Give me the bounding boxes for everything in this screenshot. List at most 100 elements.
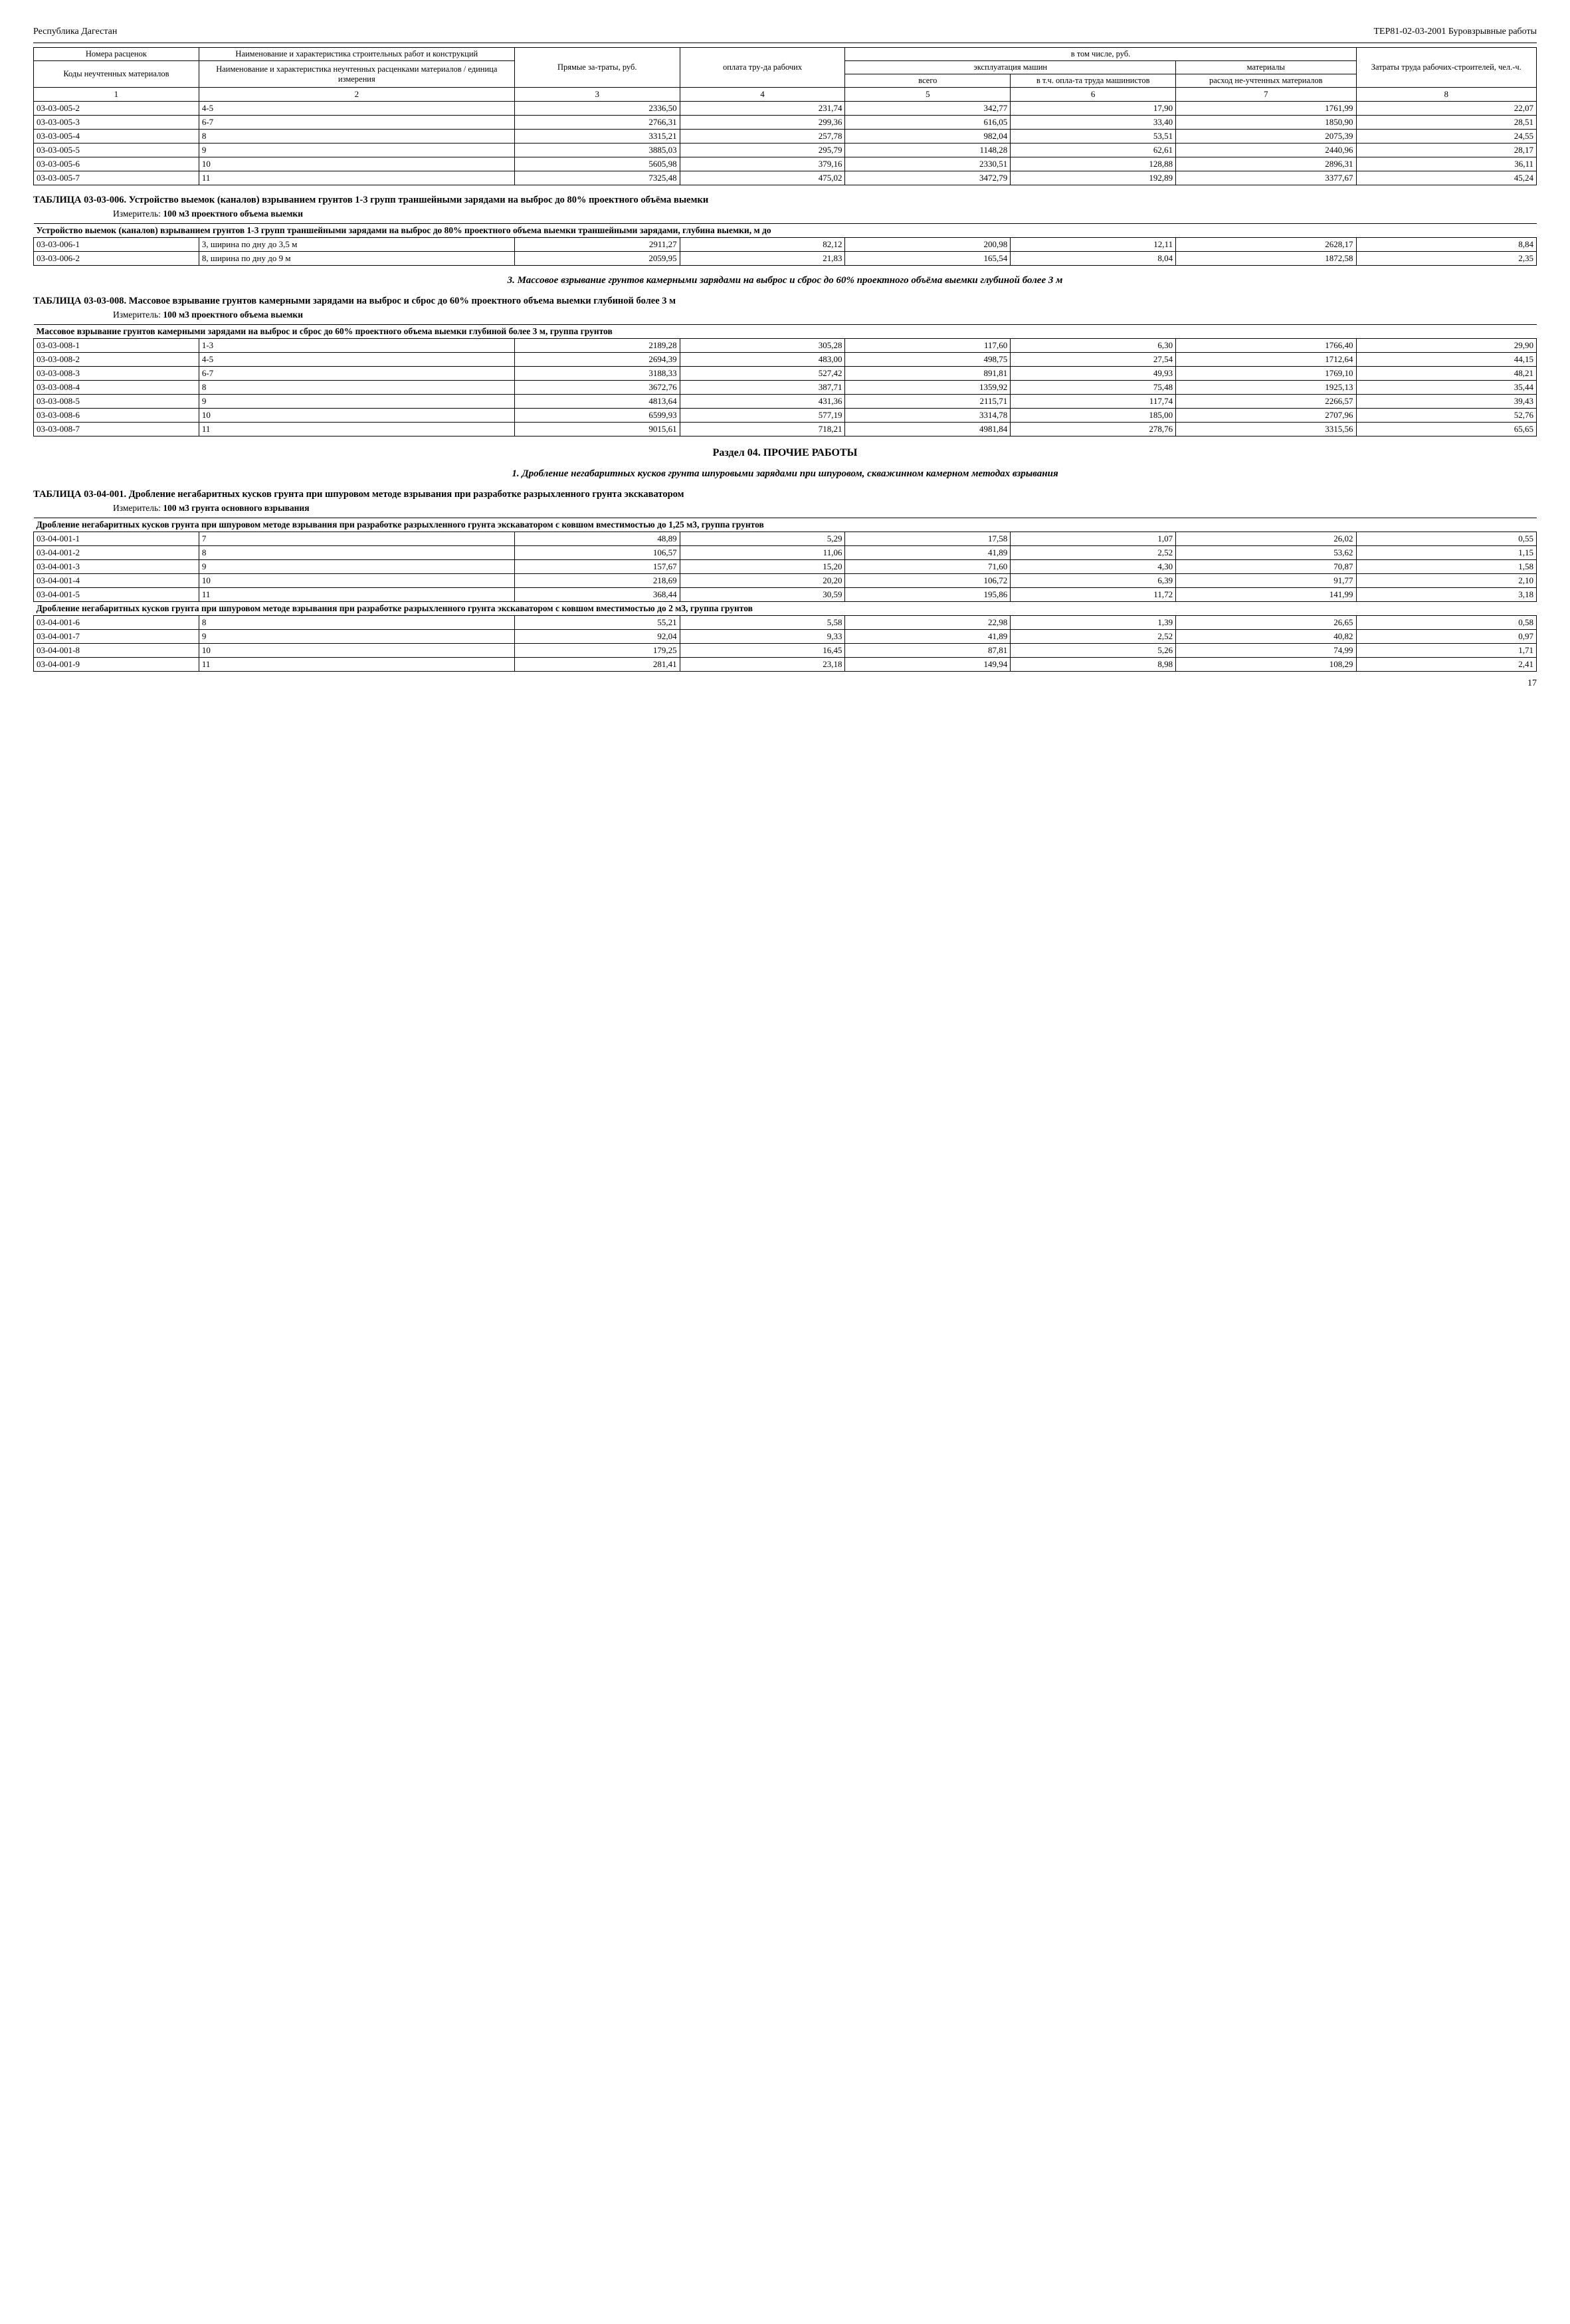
table-row: 03-03-005-593885,03295,791148,2862,61244… [34, 144, 1537, 157]
c6-cell: 49,93 [1011, 367, 1176, 381]
desc-cell: 8 [199, 381, 514, 395]
c6-cell: 75,48 [1011, 381, 1176, 395]
c8-cell: 2,35 [1356, 252, 1536, 266]
c4-cell: 379,16 [680, 157, 845, 171]
c8-cell: 29,90 [1356, 339, 1536, 353]
code-cell: 03-03-008-7 [34, 423, 199, 436]
c5-cell: 165,54 [845, 252, 1011, 266]
table-401-title: ТАБЛИЦА 03-04-001. Дробление негабаритны… [33, 489, 1537, 500]
code-cell: 03-03-008-6 [34, 409, 199, 423]
c7-cell: 2075,39 [1176, 130, 1356, 144]
c8-cell: 36,11 [1356, 157, 1536, 171]
t401-text: Дробление негабаритных кусков грунта при… [129, 489, 684, 500]
t006-subhead-row: Устройство выемок (каналов) взрыванием г… [34, 224, 1537, 238]
t006-measure: Измеритель: 100 м3 проектного объема вые… [113, 209, 1537, 219]
cn-2: 2 [199, 88, 514, 102]
c6-cell: 5,26 [1011, 644, 1176, 658]
desc-cell: 11 [199, 588, 514, 602]
c3-cell: 4813,64 [514, 395, 680, 409]
h-col2b: Наименование и характеристика неучтенных… [199, 61, 514, 88]
t401-subhead2-row: Дробление негабаритных кусков грунта при… [34, 602, 1537, 616]
code-cell: 03-04-001-7 [34, 630, 199, 644]
c5-cell: 891,81 [845, 367, 1011, 381]
table-row: 03-04-001-511368,4430,59195,8611,72141,9… [34, 588, 1537, 602]
c4-cell: 20,20 [680, 574, 845, 588]
c7-cell: 74,99 [1176, 644, 1356, 658]
table-row: 03-04-001-911281,4123,18149,948,98108,29… [34, 658, 1537, 672]
c3-cell: 2189,28 [514, 339, 680, 353]
c7-cell: 3377,67 [1176, 171, 1356, 185]
desc-cell: 1-3 [199, 339, 514, 353]
c6-cell: 1,07 [1011, 532, 1176, 546]
c6-cell: 53,51 [1011, 130, 1176, 144]
c3-cell: 2766,31 [514, 116, 680, 130]
table-row: 03-03-008-36-73188,33527,42891,8149,9317… [34, 367, 1537, 381]
c4-cell: 299,36 [680, 116, 845, 130]
c5-cell: 41,89 [845, 546, 1011, 560]
c6-cell: 192,89 [1011, 171, 1176, 185]
desc-cell: 4-5 [199, 102, 514, 116]
h-col7: расход не-учтенных материалов [1176, 74, 1356, 88]
t006-text: Устройство выемок (каналов) взрыванием г… [129, 195, 708, 205]
c7-cell: 1766,40 [1176, 339, 1356, 353]
head-row-1: Номера расценок Наименование и характери… [34, 48, 1537, 61]
c6-cell: 2,52 [1011, 546, 1176, 560]
c3-cell: 2059,95 [514, 252, 680, 266]
code-cell: 03-04-001-3 [34, 560, 199, 574]
table-row: 03-03-006-28, ширина по дну до 9 м2059,9… [34, 252, 1537, 266]
c3-cell: 3315,21 [514, 130, 680, 144]
c4-cell: 82,12 [680, 238, 845, 252]
desc-cell: 10 [199, 644, 514, 658]
col-number-row: 1 2 3 4 5 6 7 8 [34, 88, 1537, 102]
c8-cell: 1,15 [1356, 546, 1536, 560]
code-cell: 03-03-005-6 [34, 157, 199, 171]
code-cell: 03-03-006-1 [34, 238, 199, 252]
c4-cell: 305,28 [680, 339, 845, 353]
table-008-title: ТАБЛИЦА 03-03-008. Массовое взрывание гр… [33, 296, 1537, 307]
c4-cell: 15,20 [680, 560, 845, 574]
code-cell: 03-03-008-3 [34, 367, 199, 381]
c3-cell: 2336,50 [514, 102, 680, 116]
c8-cell: 0,58 [1356, 616, 1536, 630]
t006-measure-value: 100 м3 проектного объема выемки [163, 209, 303, 219]
table-row: 03-03-008-483672,76387,711359,9275,48192… [34, 381, 1537, 395]
c5-cell: 498,75 [845, 353, 1011, 367]
c6-cell: 12,11 [1011, 238, 1176, 252]
t401-measure-value: 100 м3 грунта основного взрывания [163, 503, 309, 513]
desc-cell: 10 [199, 574, 514, 588]
c7-cell: 3315,56 [1176, 423, 1356, 436]
desc-cell: 11 [199, 658, 514, 672]
table-row: 03-03-008-7119015,61718,214981,84278,763… [34, 423, 1537, 436]
h-mat: материалы [1176, 61, 1356, 74]
c4-cell: 23,18 [680, 658, 845, 672]
table-row: 03-03-008-6106599,93577,193314,78185,002… [34, 409, 1537, 423]
c4-cell: 577,19 [680, 409, 845, 423]
t008-label: ТАБЛИЦА 03-03-008. [33, 296, 126, 306]
c3-cell: 2694,39 [514, 353, 680, 367]
c7-cell: 2707,96 [1176, 409, 1356, 423]
t006-measure-label: Измеритель: [113, 209, 161, 219]
c8-cell: 3,18 [1356, 588, 1536, 602]
c3-cell: 179,25 [514, 644, 680, 658]
t401-measure-label: Измеритель: [113, 503, 161, 513]
c8-cell: 28,17 [1356, 144, 1536, 157]
table-row: 03-04-001-810179,2516,4587,815,2674,991,… [34, 644, 1537, 658]
desc-cell: 11 [199, 171, 514, 185]
desc-cell: 8 [199, 130, 514, 144]
table-008: Массовое взрывание грунтов камерными зар… [33, 324, 1537, 436]
code-cell: 03-03-008-5 [34, 395, 199, 409]
c8-cell: 65,65 [1356, 423, 1536, 436]
c4-cell: 257,78 [680, 130, 845, 144]
c5-cell: 616,05 [845, 116, 1011, 130]
c3-cell: 106,57 [514, 546, 680, 560]
code-cell: 03-04-001-6 [34, 616, 199, 630]
c5-cell: 200,98 [845, 238, 1011, 252]
c7-cell: 1712,64 [1176, 353, 1356, 367]
table-row: 03-03-005-36-72766,31299,36616,0533,4018… [34, 116, 1537, 130]
c3-cell: 55,21 [514, 616, 680, 630]
t008-subhead: Массовое взрывание грунтов камерными зар… [34, 325, 1537, 339]
c6-cell: 278,76 [1011, 423, 1176, 436]
c5-cell: 17,58 [845, 532, 1011, 546]
table-row: 03-03-005-24-52336,50231,74342,7717,9017… [34, 102, 1537, 116]
c3-cell: 7325,48 [514, 171, 680, 185]
